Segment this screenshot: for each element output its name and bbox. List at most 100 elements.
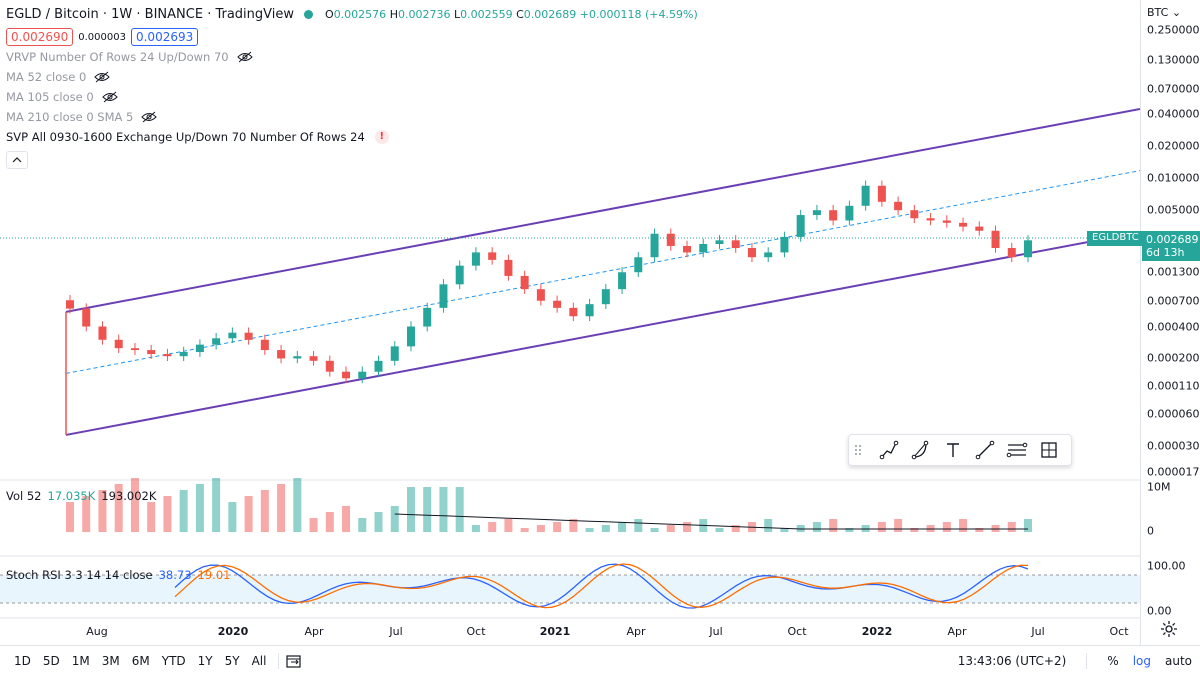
candle <box>309 350 318 366</box>
volume-bar <box>82 496 91 532</box>
volume-bars <box>66 478 1032 532</box>
range-ytd[interactable]: YTD <box>161 653 186 668</box>
volume-bar <box>504 519 513 532</box>
buy-button[interactable]: 0.002693 <box>130 28 199 46</box>
channel-upper-line[interactable] <box>65 108 1140 313</box>
rectangle-icon <box>1041 442 1057 458</box>
candle <box>975 221 984 236</box>
time-axis[interactable]: Aug 2020 Apr Jul Oct 2021 Apr Jul Oct 2022 Apr Jul O… <box>0 618 1140 645</box>
candle <box>439 279 448 313</box>
stoch-axis-zero: 0.00 <box>1147 604 1172 618</box>
clock-timezone[interactable]: 13:43:06 (UTC+2) <box>957 654 1067 668</box>
volume-axis-zero: 0 <box>1147 524 1154 538</box>
line-tool[interactable] <box>969 436 1001 464</box>
time-axis-label: Apr <box>304 625 324 638</box>
volume-bar <box>66 502 74 532</box>
range-3m[interactable]: 3M <box>101 653 120 668</box>
parallel-channel-tool[interactable] <box>1001 436 1033 464</box>
percent-toggle[interactable]: % <box>1107 654 1119 668</box>
candle <box>325 355 334 377</box>
channel-mid-line[interactable] <box>65 170 1140 374</box>
price-axis-label: 0.000700 <box>1147 294 1200 308</box>
indicator-ma52[interactable]: MA 52 close 0 <box>6 67 698 87</box>
eye-crossed-icon[interactable] <box>94 71 111 83</box>
candle <box>942 215 951 228</box>
candle <box>520 270 529 295</box>
indicator-svp[interactable]: SVP All 0930-1600 Exchange Up/Down 70 Nu… <box>6 127 698 147</box>
volume-bar <box>601 525 610 532</box>
price-chart[interactable] <box>0 0 1140 645</box>
currency-selector[interactable]: BTC ⌄ <box>1147 6 1182 19</box>
last-price-tag: 0.002689 6d 13h <box>1142 231 1200 261</box>
indicator-vrvp[interactable]: VRVP Number Of Rows 24 Up/Down 70 <box>6 47 698 67</box>
candle <box>536 283 545 306</box>
volume-bar <box>910 528 919 532</box>
stoch-k-line <box>174 563 1029 609</box>
volume-bar <box>406 487 415 532</box>
candle <box>618 267 627 295</box>
stoch-name[interactable]: Stoch RSI 3 3 14 14 close <box>6 568 153 582</box>
parallel-lines-icon <box>1006 442 1028 458</box>
range-5y[interactable]: 5Y <box>224 653 240 668</box>
candle <box>260 334 269 355</box>
volume-bar <box>147 502 156 532</box>
curve-tool[interactable] <box>905 436 937 464</box>
candle <box>845 200 854 226</box>
auto-toggle[interactable]: auto <box>1164 654 1192 668</box>
range-1d[interactable]: 1D <box>14 653 31 668</box>
volume-bar <box>358 518 367 532</box>
indicator-ma210[interactable]: MA 210 close 0 SMA 5 <box>6 107 698 127</box>
channel-lower-line[interactable] <box>65 231 1140 436</box>
date-range-icon[interactable] <box>285 653 303 669</box>
candle <box>358 366 367 384</box>
symbol-title[interactable]: EGLD / Bitcoin · 1W · BINANCE · TradingV… <box>6 6 295 22</box>
drag-handle-icon[interactable] <box>853 442 863 458</box>
price-axis[interactable]: BTC ⌄ 0.250000 0.130000 0.070000 0.040000 0.… <box>1140 0 1200 645</box>
time-axis-label: Apr <box>947 625 967 638</box>
chart-legend: EGLD / Bitcoin · 1W · BINANCE · TradingV… <box>6 4 698 169</box>
log-toggle[interactable]: log <box>1132 654 1151 668</box>
volume-bar <box>520 528 529 532</box>
stoch-d-line <box>174 563 1029 609</box>
eye-crossed-icon[interactable] <box>141 111 158 123</box>
drawing-toolbar[interactable] <box>848 434 1072 466</box>
volume-bar <box>325 512 334 532</box>
volume-bar <box>228 502 237 532</box>
market-status-icon <box>304 9 314 19</box>
range-1m[interactable]: 1M <box>71 653 90 668</box>
stoch-k-value: 38.73 <box>158 568 192 582</box>
indicator-ma105[interactable]: MA 105 close 0 <box>6 87 698 107</box>
range-1y[interactable]: 1Y <box>197 653 213 668</box>
range-5d[interactable]: 5D <box>42 653 60 668</box>
collapse-legend-button[interactable] <box>6 151 28 169</box>
candle <box>212 333 221 350</box>
eye-crossed-icon[interactable] <box>236 51 253 63</box>
volume-bar <box>585 528 594 532</box>
candle <box>195 339 204 357</box>
time-axis-label: 2020 <box>217 625 249 638</box>
candle <box>910 204 919 224</box>
separator <box>278 652 280 669</box>
eye-crossed-icon[interactable] <box>101 91 118 103</box>
gear-icon[interactable] <box>1160 620 1178 638</box>
bottom-toolbar: 1D 5D 1M 3M 6M YTD 1Y 5Y All 13:43:06 (U… <box>0 645 1200 675</box>
candle <box>991 225 1000 253</box>
volume-bar <box>212 478 221 532</box>
volume-bar <box>975 528 984 532</box>
volume-bar <box>812 522 821 532</box>
candle <box>585 298 594 322</box>
candle <box>114 334 123 354</box>
sell-button[interactable]: 0.002690 <box>6 28 74 46</box>
warning-icon[interactable]: ! <box>374 130 389 144</box>
volume-bar <box>845 528 854 532</box>
volume-name[interactable]: Vol 52 <box>6 489 42 503</box>
volume-bar <box>163 496 172 532</box>
text-tool[interactable] <box>937 436 969 464</box>
candlestick-series <box>66 180 1032 384</box>
range-6m[interactable]: 6M <box>131 653 150 668</box>
trend-line-tool[interactable] <box>873 436 905 464</box>
range-all[interactable]: All <box>251 653 267 668</box>
candle <box>179 346 188 362</box>
candle <box>277 344 286 364</box>
rectangle-tool[interactable] <box>1033 436 1065 464</box>
